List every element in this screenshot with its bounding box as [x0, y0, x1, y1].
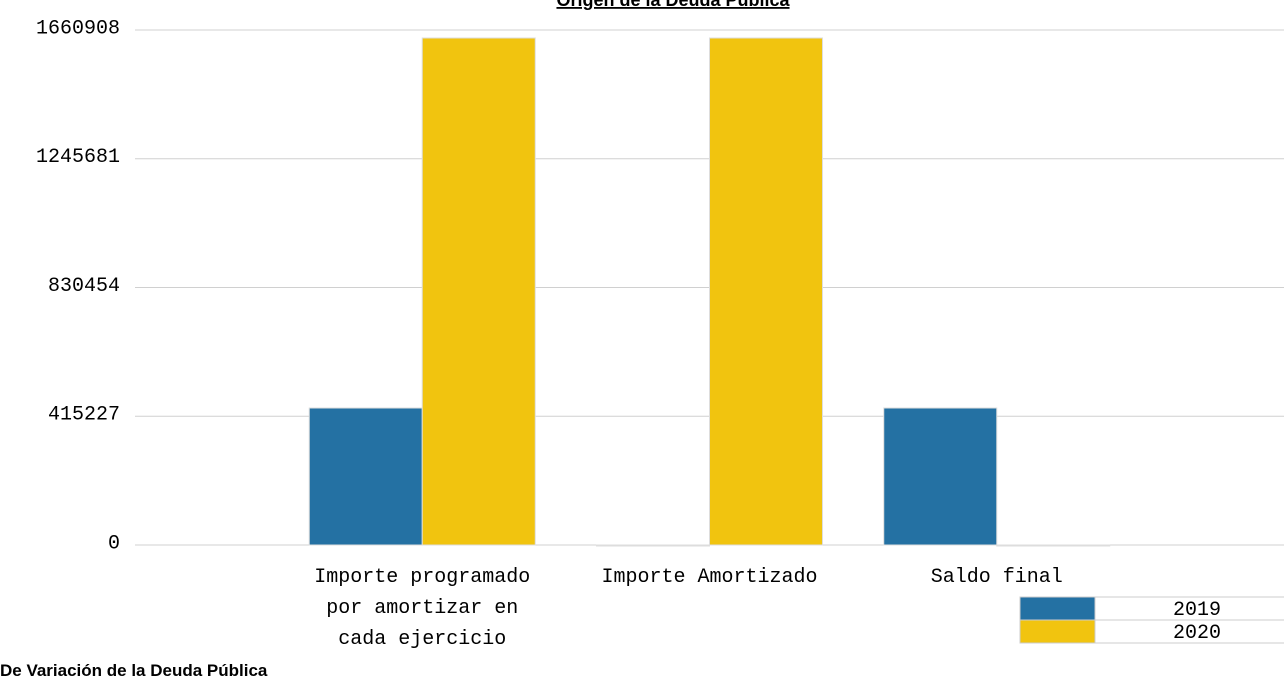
- y-tick-label: 0: [108, 532, 120, 555]
- chart-title: Origen de la Deuda Pública: [556, 0, 790, 10]
- x-tick-label-box: Saldo final: [930, 566, 1063, 589]
- y-tick-label: 415227: [48, 404, 120, 427]
- bar: [308, 407, 423, 546]
- bar: [996, 544, 1111, 547]
- bar: [596, 544, 710, 547]
- x-tick-label-box: Importe programado por amortizar en cada…: [314, 566, 531, 651]
- legend-label: 2020: [1173, 622, 1221, 645]
- x-tick-label: Importe Amortizado: [601, 566, 818, 589]
- legend-swatch: [1019, 619, 1096, 644]
- y-tick-label: 1245681: [36, 146, 120, 169]
- x-tick-label: Saldo final: [930, 566, 1063, 589]
- bar: [709, 37, 823, 546]
- legend-label: 2019: [1173, 599, 1221, 622]
- bar: [883, 407, 998, 546]
- legend-swatch: [1019, 596, 1096, 621]
- y-tick-label: 1660908: [36, 17, 120, 40]
- x-tick-label: Importe programado por amortizar en cada…: [314, 566, 531, 651]
- next-chart-title: De Variación de la Deuda Pública: [0, 661, 268, 678]
- x-tick-label-box: Importe Amortizado: [601, 566, 818, 589]
- y-tick-label: 830454: [48, 275, 120, 298]
- bar: [421, 37, 536, 546]
